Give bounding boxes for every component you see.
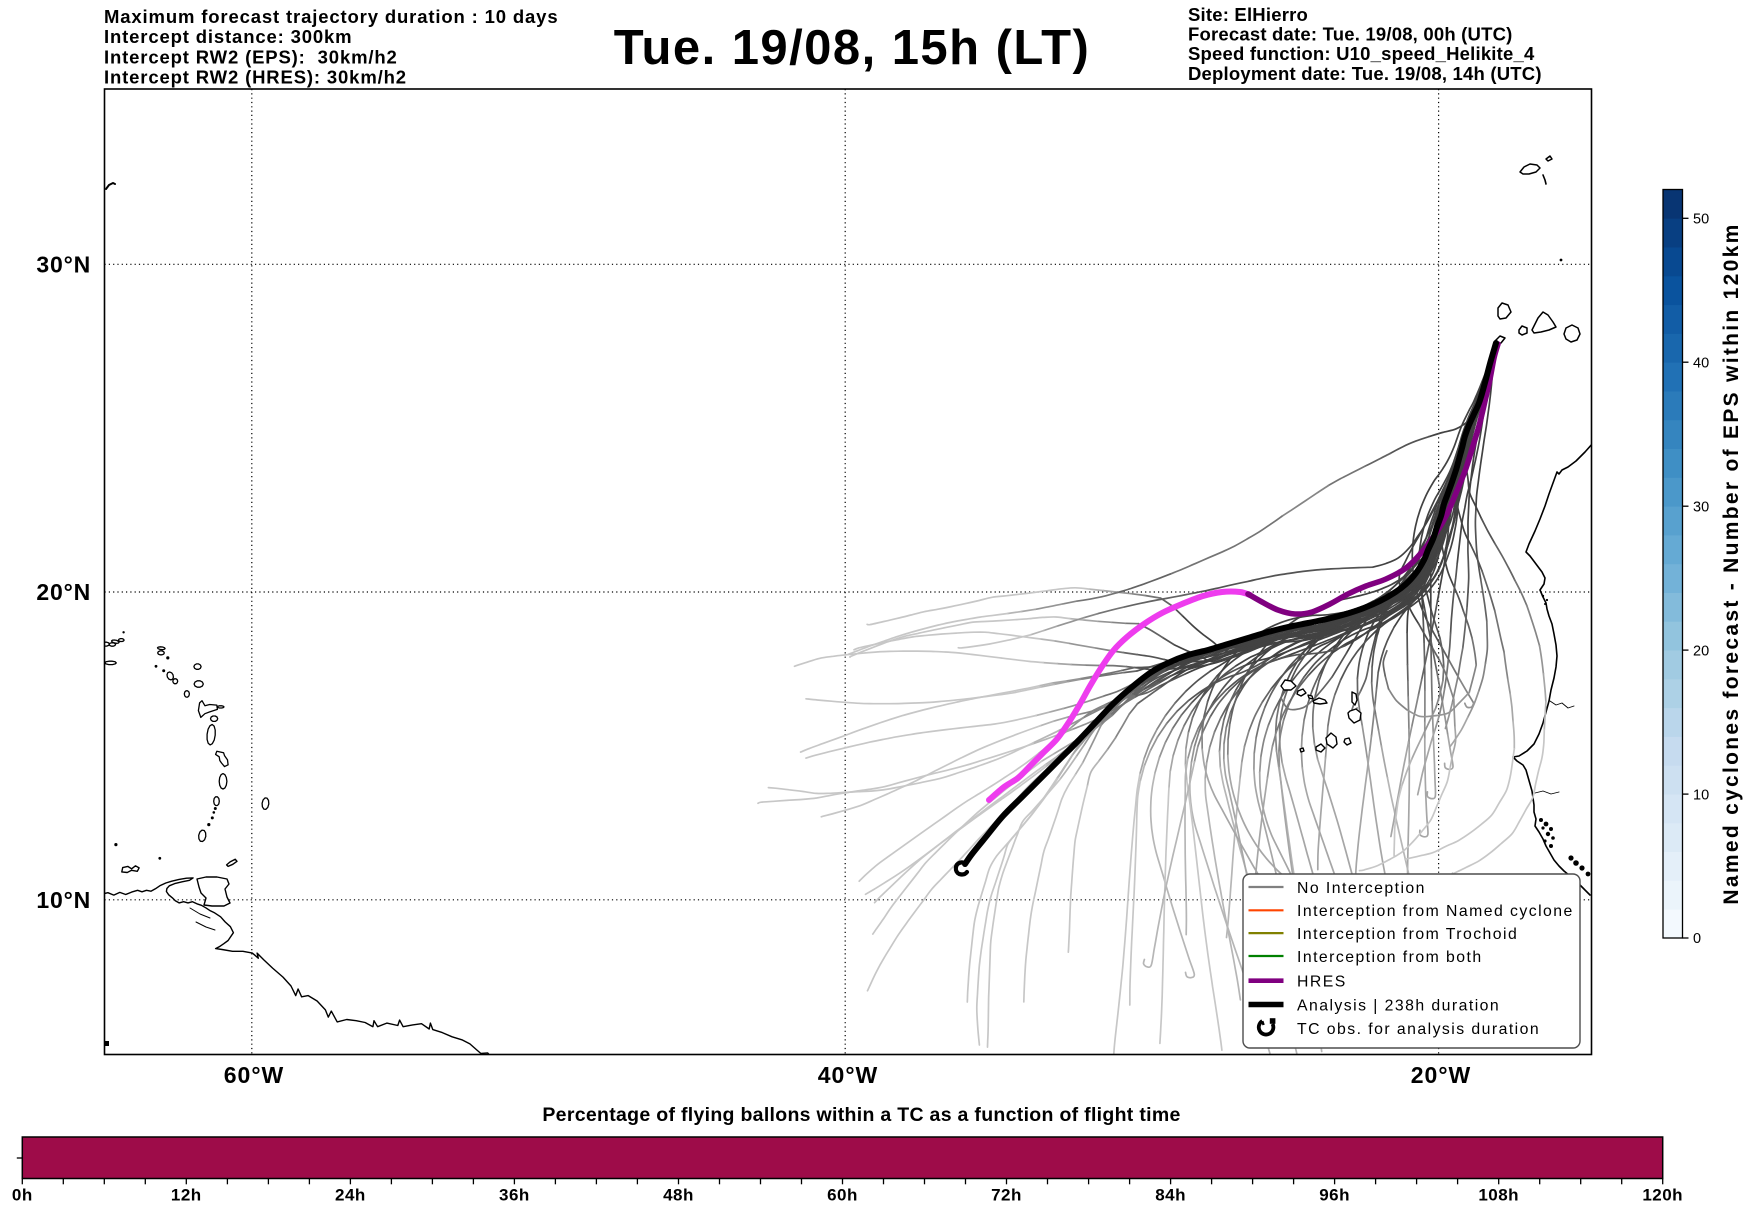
svg-text:48h: 48h	[663, 1186, 694, 1205]
svg-text:Percentage of flying ballons w: Percentage of flying ballons within a TC…	[542, 1104, 1180, 1126]
svg-text:84h: 84h	[1155, 1186, 1186, 1205]
svg-text:10: 10	[1693, 787, 1709, 803]
svg-text:Intercept RW2 (HRES): 30km/h2: Intercept RW2 (HRES): 30km/h2	[104, 67, 407, 88]
svg-text:40: 40	[1693, 355, 1709, 371]
svg-text:0h: 0h	[12, 1186, 33, 1205]
svg-text:24h: 24h	[335, 1186, 366, 1205]
svg-text:108h: 108h	[1478, 1186, 1519, 1205]
svg-text:10°N: 10°N	[36, 887, 91, 913]
svg-text:No Interception: No Interception	[1297, 880, 1426, 897]
svg-text:60h: 60h	[827, 1186, 858, 1205]
svg-text:0: 0	[1693, 931, 1701, 947]
svg-text:Speed function: U10_speed_Heli: Speed function: U10_speed_Helikite_4	[1188, 43, 1535, 64]
svg-text:Tue. 19/08, 15h (LT): Tue. 19/08, 15h (LT)	[614, 21, 1090, 75]
svg-text:30: 30	[1693, 499, 1709, 515]
svg-text:Interception from both: Interception from both	[1297, 949, 1483, 966]
svg-text:HRES: HRES	[1297, 974, 1347, 991]
svg-text:30°N: 30°N	[36, 251, 91, 277]
svg-text:96h: 96h	[1319, 1186, 1350, 1205]
svg-text:20: 20	[1693, 643, 1709, 659]
svg-text:Intercept distance: 300km: Intercept distance: 300km	[104, 26, 352, 47]
svg-text:Analysis | 238h duration: Analysis | 238h duration	[1297, 997, 1500, 1014]
svg-text:20°N: 20°N	[36, 579, 91, 605]
svg-text:20°W: 20°W	[1411, 1062, 1472, 1088]
svg-text:Intercept RW2 (EPS): 30km/h2: Intercept RW2 (EPS): 30km/h2	[104, 46, 398, 67]
svg-text:50: 50	[1693, 212, 1709, 228]
svg-text:Maximum forecast trajectory du: Maximum forecast trajectory duration : 1…	[104, 6, 558, 27]
svg-text:Named cyclones forecast - Numb: Named cyclones forecast - Number of EPS …	[1720, 222, 1743, 904]
svg-text:72h: 72h	[991, 1186, 1022, 1205]
svg-text:Forecast date: Tue. 19/08, 00h: Forecast date: Tue. 19/08, 00h (UTC)	[1188, 24, 1513, 45]
svg-text:12h: 12h	[171, 1186, 202, 1205]
svg-text:120h: 120h	[1642, 1186, 1683, 1205]
svg-text:Site: ElHierro: Site: ElHierro	[1188, 4, 1308, 25]
svg-text:Interception from Named cyclon: Interception from Named cyclone	[1297, 903, 1574, 920]
svg-text:Interception from Trochoid: Interception from Trochoid	[1297, 926, 1518, 943]
svg-text:Deployment date: Tue. 19/08, 1: Deployment date: Tue. 19/08, 14h (UTC)	[1188, 63, 1542, 84]
svg-text:36h: 36h	[499, 1186, 530, 1205]
svg-text:TC obs. for analysis duration: TC obs. for analysis duration	[1297, 1021, 1540, 1038]
svg-text:60°W: 60°W	[224, 1062, 285, 1088]
svg-text:40°W: 40°W	[818, 1062, 879, 1088]
